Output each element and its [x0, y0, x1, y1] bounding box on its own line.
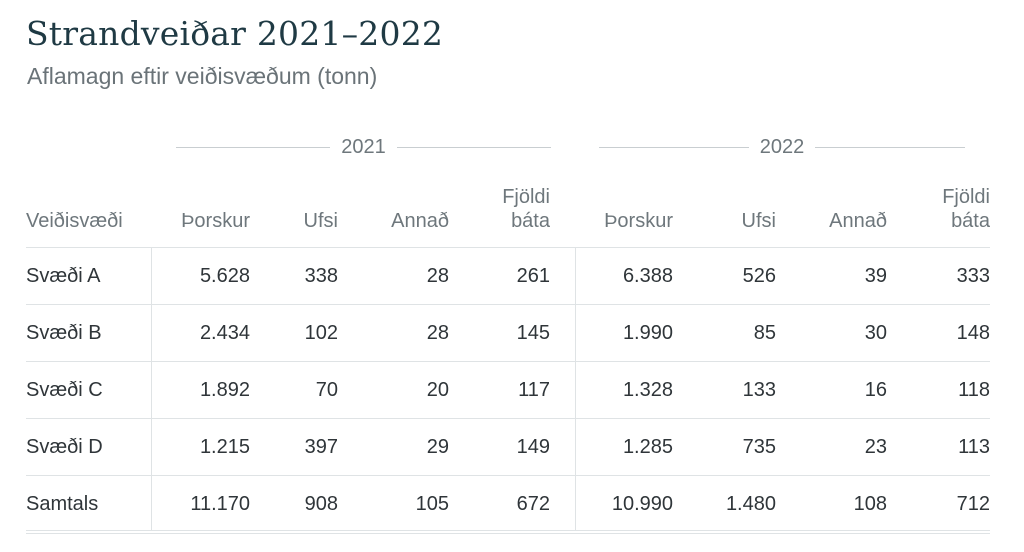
row-label: Samtals	[26, 493, 99, 515]
cell-2022-cod: 6.388	[622, 265, 673, 287]
divider-year	[575, 247, 576, 531]
row-label: Svæði B	[26, 322, 102, 344]
col-header-2021-boats-line1: Fjöldi	[502, 186, 550, 208]
cell-2022-other: 108	[853, 493, 887, 515]
cell-2021-saithe: 397	[304, 436, 338, 458]
table-row: Svæði C 1.892 70 20 117 1.328 133 16 118	[26, 361, 990, 419]
divider-area	[151, 247, 152, 531]
group-header-2021: 2021	[176, 134, 551, 160]
col-header-2022-cod: Þorskur	[604, 210, 673, 232]
cell-2021-saithe: 338	[304, 265, 338, 287]
page-subtitle: Aflamagn eftir veiðisvæðum (tonn)	[27, 63, 378, 89]
cell-2022-boats: 148	[956, 322, 990, 344]
page-title: Strandveiðar 2021–2022	[26, 14, 444, 53]
table-row: Svæði B 2.434 102 28 145 1.990 85 30 148	[26, 304, 990, 362]
row-label: Svæði A	[26, 265, 101, 287]
group-rule-left	[599, 146, 749, 148]
col-header-2021-cod: Þorskur	[181, 210, 250, 232]
group-header-2022: 2022	[599, 134, 965, 160]
cell-2022-saithe: 85	[753, 322, 776, 344]
cell-2021-cod: 5.628	[199, 265, 250, 287]
group-rule-left	[176, 146, 331, 148]
cell-2021-boats: 145	[516, 322, 550, 344]
cell-2022-boats: 113	[958, 436, 990, 458]
cell-2021-boats: 117	[518, 379, 550, 401]
col-header-2022-boats-line1: Fjöldi	[942, 186, 990, 208]
cell-2022-boats: 333	[956, 265, 990, 287]
cell-2021-saithe: 908	[304, 493, 338, 515]
group-label-2021: 2021	[341, 135, 386, 158]
cell-2021-boats: 149	[516, 436, 550, 458]
cell-2022-cod: 1.990	[622, 322, 673, 344]
col-header-2021-boats-line2: báta	[511, 210, 550, 232]
cell-2022-saithe: 1.480	[725, 493, 776, 515]
cell-2021-saithe: 70	[315, 379, 338, 401]
cell-2022-cod: 1.328	[622, 379, 673, 401]
cell-2022-cod: 10.990	[611, 493, 673, 515]
cell-2021-boats: 672	[516, 493, 550, 515]
cell-2021-cod: 2.434	[199, 322, 250, 344]
row-label: Svæði C	[26, 379, 103, 401]
col-header-area: Veiðisvæði	[26, 210, 123, 232]
cell-2022-other: 23	[864, 436, 887, 458]
cell-2021-cod: 1.892	[199, 379, 250, 401]
cell-2022-other: 39	[864, 265, 887, 287]
col-header-2021-saithe: Ufsi	[303, 210, 338, 232]
group-label-2022: 2022	[759, 135, 805, 158]
cell-2022-saithe: 133	[742, 379, 776, 401]
cell-2022-other: 30	[864, 322, 887, 344]
col-header-2021-other: Annað	[391, 210, 449, 232]
row-label: Svæði D	[26, 436, 103, 458]
cell-2021-boats: 261	[516, 265, 550, 287]
cell-2022-saithe: 526	[742, 265, 776, 287]
cell-2021-other: 20	[426, 379, 449, 401]
cell-2021-other: 28	[426, 322, 449, 344]
group-rule-right	[815, 146, 965, 148]
cell-2022-cod: 1.285	[622, 436, 673, 458]
cell-2022-boats: 712	[956, 493, 990, 515]
table-row: Svæði A 5.628 338 28 261 6.388 526 39 333	[26, 247, 990, 305]
col-header-2021-boats: Fjöldi báta	[502, 185, 550, 233]
col-header-2022-saithe: Ufsi	[741, 210, 776, 232]
cell-2022-boats: 118	[958, 379, 990, 401]
cell-2022-saithe: 735	[742, 436, 776, 458]
col-header-2022-boats-line2: báta	[951, 210, 990, 232]
cell-2021-other: 29	[426, 436, 449, 458]
col-header-2022-other: Annað	[829, 210, 887, 232]
table-row: Svæði D 1.215 397 29 149 1.285 735 23 113	[26, 418, 990, 476]
table-bottom-rule	[26, 530, 990, 531]
group-rule-right	[396, 146, 551, 148]
cell-2021-saithe: 102	[304, 322, 338, 344]
cell-2021-cod: 11.170	[190, 493, 250, 515]
cell-2021-other: 28	[426, 265, 449, 287]
cell-2021-cod: 1.215	[199, 436, 250, 458]
cell-2021-other: 105	[415, 493, 449, 515]
col-header-2022-boats: Fjöldi báta	[942, 185, 990, 233]
table-row: Samtals 11.170 908 105 672 10.990 1.480 108 712	[26, 475, 990, 534]
cell-2022-other: 16	[864, 379, 887, 401]
